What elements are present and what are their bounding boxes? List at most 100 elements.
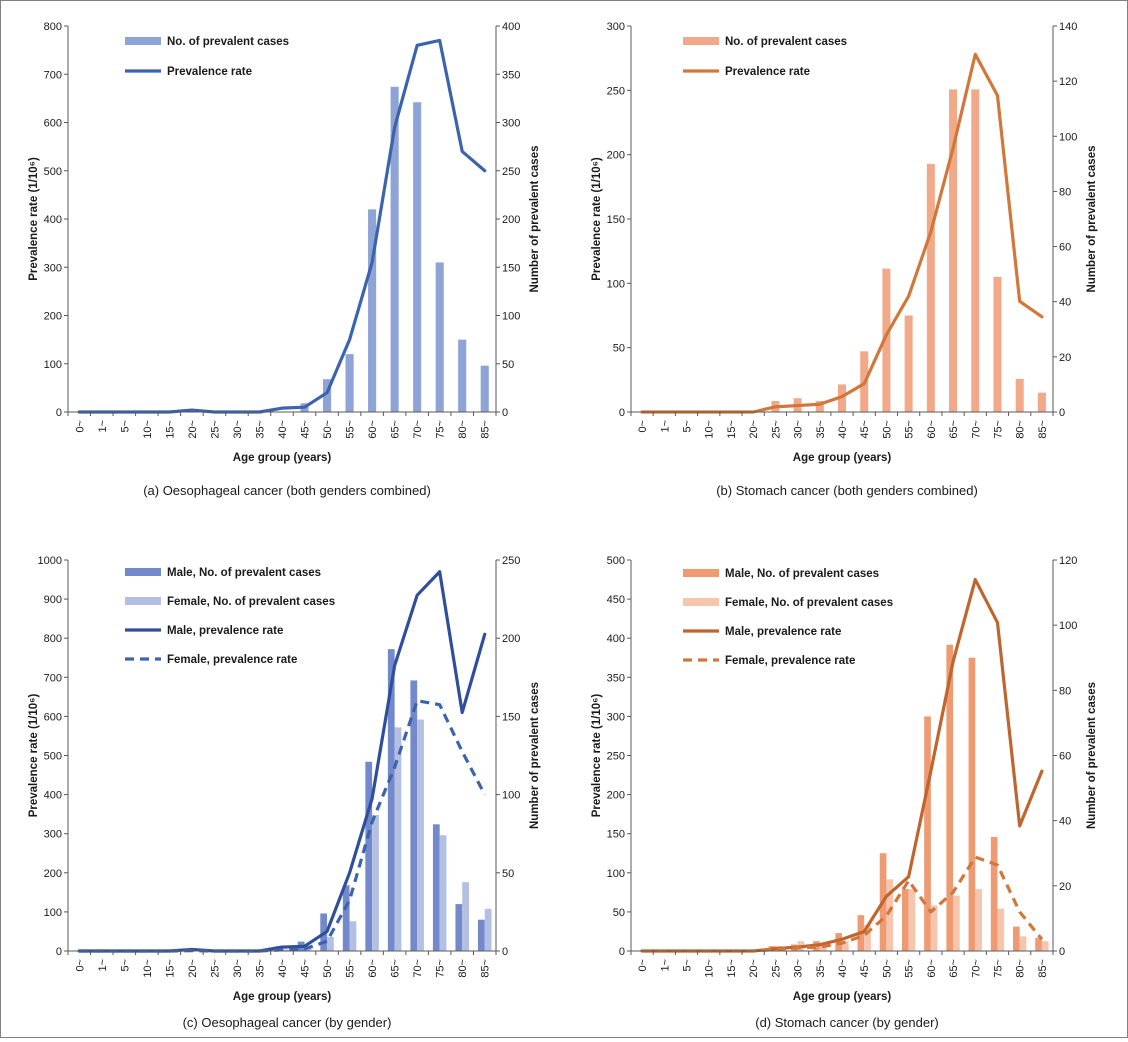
y-tick-right-label: 0 xyxy=(502,407,508,419)
x-tick-label: 85~ xyxy=(480,959,492,978)
legend-entry: Female, prevalence rate xyxy=(683,655,855,667)
y-tick-left-label: 300 xyxy=(607,21,625,33)
y-tick-left-label: 600 xyxy=(44,711,62,723)
bar-d-0-15 xyxy=(968,657,976,951)
bar-d-0-18 xyxy=(1035,937,1042,951)
y-tick-right-label: 50 xyxy=(502,868,514,880)
bar-c-1-13 xyxy=(372,814,379,951)
bar-d-1-12 xyxy=(908,889,916,951)
y-axis-left-title: Prevalence rate (1/10⁶) xyxy=(28,157,40,281)
line-a-0 xyxy=(77,38,487,414)
legend-swatch xyxy=(125,37,161,45)
y-tick-right-label: 150 xyxy=(502,711,520,723)
y-tick-right-label: 80 xyxy=(1059,685,1071,697)
y-tick-left-label: 900 xyxy=(44,594,62,606)
x-tick-label: 55~ xyxy=(345,959,357,978)
legend-label: Male, No. of prevalent cases xyxy=(725,568,879,580)
y-tick-left-label: 250 xyxy=(607,751,625,763)
x-tick-label: 50~ xyxy=(322,959,334,978)
x-tick-label: 0~ xyxy=(637,959,649,972)
x-axis-title: Age group (years) xyxy=(233,991,332,1003)
x-axis-title: Age group (years) xyxy=(793,991,892,1003)
y-tick-left-label: 300 xyxy=(607,711,625,723)
x-tick-label: 45~ xyxy=(300,959,312,978)
y-tick-right-label: 100 xyxy=(1059,620,1077,632)
y-axis-right-title: Number of prevalent cases xyxy=(1086,145,1098,292)
bar-c-1-12 xyxy=(349,921,357,951)
bar-a-0-18 xyxy=(480,365,489,412)
x-tick-label: 35~ xyxy=(815,420,827,439)
y-tick-left-label: 400 xyxy=(607,633,625,645)
y-axis-left-title: Prevalence rate (1/10⁶) xyxy=(591,694,603,818)
x-tick-label: 50~ xyxy=(881,420,893,439)
x-tick-label: 55~ xyxy=(904,959,916,978)
x-tick-label: 75~ xyxy=(992,420,1004,439)
y-tick-left-label: 100 xyxy=(607,278,625,290)
x-tick-label: 10~ xyxy=(704,959,716,978)
legend-label: Female, prevalence rate xyxy=(725,655,855,667)
x-tick-label: 70~ xyxy=(412,959,424,978)
y-tick-right-label: 350 xyxy=(502,69,520,81)
bar-b-0-14 xyxy=(949,89,958,412)
legend-entry: Prevalence rate xyxy=(125,66,252,78)
line-d-0 xyxy=(640,577,1044,953)
chart-panel-a: 0 100 200 300 400 500 600 700 800 0 50 100 150 200 250… xyxy=(28,21,541,498)
x-tick-label: 0~ xyxy=(74,959,86,972)
panel-caption: (b) Stomach cancer (both genders combine… xyxy=(716,483,978,498)
x-tick-label: 40~ xyxy=(837,420,849,439)
bar-d-1-15 xyxy=(975,889,982,951)
y-tick-left-label: 700 xyxy=(44,69,62,81)
x-tick-label: 70~ xyxy=(970,420,982,439)
x-tick-label: 25~ xyxy=(770,420,782,439)
y-tick-left-label: 1000 xyxy=(38,555,62,567)
legend-label: Prevalence rate xyxy=(167,66,252,78)
legend-label: Male, prevalence rate xyxy=(167,625,283,637)
legend-label: Female, prevalence rate xyxy=(167,654,297,666)
x-tick-label: 45~ xyxy=(300,420,312,439)
y-tick-left-label: 0 xyxy=(619,946,625,958)
x-tick-label: 85~ xyxy=(1037,959,1049,978)
bar-a-0-15 xyxy=(413,102,422,413)
panel-caption: (a) Oesophageal cancer (both genders com… xyxy=(143,483,431,498)
y-tick-right-label: 200 xyxy=(502,633,520,645)
bar-d-0-16 xyxy=(990,836,998,951)
y-tick-right-label: 150 xyxy=(502,262,520,274)
x-tick-label: 40~ xyxy=(277,959,289,978)
y-tick-left-label: 150 xyxy=(607,214,625,226)
y-tick-left-label: 800 xyxy=(44,633,62,645)
y-tick-right-label: 20 xyxy=(1059,881,1071,893)
bar-b-0-8 xyxy=(815,400,824,412)
x-tick-label: 40~ xyxy=(837,959,849,978)
x-tick-label: 25~ xyxy=(209,959,221,978)
bar-b-0-11 xyxy=(882,268,891,412)
legend-label: Male, prevalence rate xyxy=(725,626,841,638)
legend-label: Male, No. of prevalent cases xyxy=(167,567,321,579)
x-tick-label: 5~ xyxy=(682,420,694,433)
x-tick-label: 60~ xyxy=(926,959,938,978)
y-tick-left-label: 100 xyxy=(607,868,625,880)
legend-entry: Male, No. of prevalent cases xyxy=(125,567,321,579)
x-tick-label: 45~ xyxy=(859,959,871,978)
y-tick-right-label: 100 xyxy=(1059,131,1077,143)
y-tick-right-label: 100 xyxy=(502,790,520,802)
x-tick-label: 15~ xyxy=(164,959,176,978)
bar-d-1-11 xyxy=(886,879,894,951)
y-tick-right-label: 40 xyxy=(1059,297,1071,309)
y-axis-left-title: Prevalence rate (1/10⁶) xyxy=(591,157,603,281)
bar-b-0-16 xyxy=(993,276,1002,412)
bar-d-0-9 xyxy=(835,933,842,951)
bar-c-0-17 xyxy=(455,904,463,951)
bar-d-1-13 xyxy=(930,905,938,951)
x-tick-label: 20~ xyxy=(748,420,760,439)
legend-label: No. of prevalent cases xyxy=(725,36,847,48)
y-tick-right-label: 0 xyxy=(1059,407,1065,419)
bar-c-1-17 xyxy=(462,882,469,951)
bar-d-0-17 xyxy=(1013,926,1020,951)
x-tick-label: 15~ xyxy=(726,420,738,439)
legend-swatch xyxy=(125,597,161,605)
y-tick-left-label: 600 xyxy=(44,118,62,130)
bar-b-0-17 xyxy=(1015,378,1024,412)
y-tick-right-label: 60 xyxy=(1059,751,1071,763)
y-tick-left-label: 400 xyxy=(44,790,62,802)
y-tick-right-label: 250 xyxy=(502,166,520,178)
